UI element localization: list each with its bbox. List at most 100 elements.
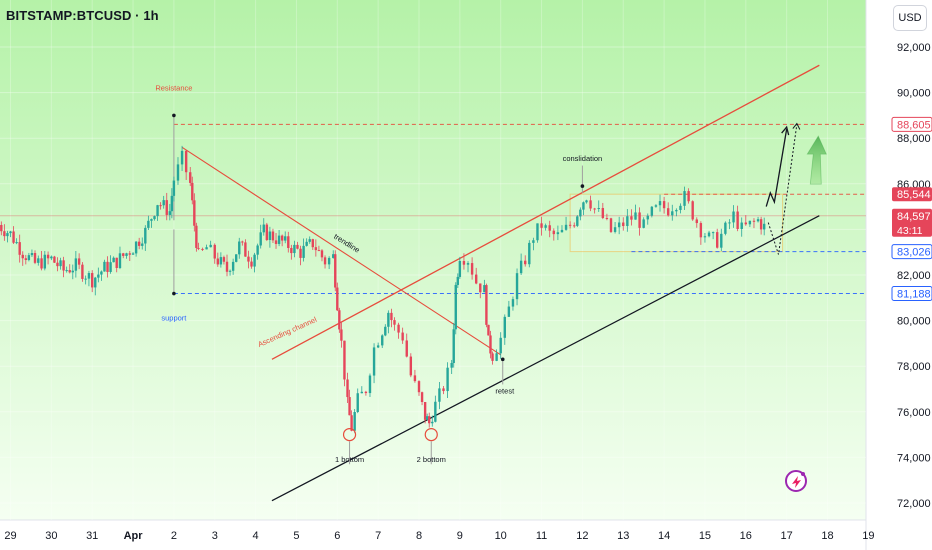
candle-body <box>348 397 351 416</box>
time-tick-label: 13 <box>617 530 629 542</box>
candle-body <box>118 253 122 268</box>
candle-body <box>360 391 364 394</box>
trendline <box>181 146 502 356</box>
candle-body <box>428 416 431 424</box>
candle-body <box>222 257 226 262</box>
candle-body <box>744 222 747 225</box>
candle-body <box>503 316 506 338</box>
price-label-value: 84,597 <box>897 211 931 223</box>
candle-body <box>176 164 180 181</box>
price-label-box <box>891 244 932 260</box>
candle-body <box>59 260 62 267</box>
candle-body <box>308 239 311 242</box>
candle-body <box>499 337 502 354</box>
candle-body <box>524 260 527 265</box>
candle-body <box>216 258 220 265</box>
candle-body <box>699 223 703 238</box>
candle-body <box>507 306 511 317</box>
price-tick-label: 74,000 <box>897 452 931 464</box>
candle-body <box>244 242 247 257</box>
ascending-channel-upper <box>271 64 820 360</box>
candle-body <box>299 248 302 258</box>
annotation-label: conslidation <box>563 154 603 163</box>
candle-body <box>732 211 735 223</box>
candle-body <box>658 201 662 206</box>
candle-body <box>434 401 437 422</box>
plot-background <box>0 0 866 520</box>
candle-body <box>253 254 256 267</box>
candle-body <box>109 262 112 272</box>
candle-body <box>100 271 103 275</box>
candle-body <box>585 200 588 203</box>
candle-body <box>24 258 28 261</box>
candle-body <box>642 219 645 228</box>
symbol-title[interactable]: BITSTAMP:BTCUSD · 1h <box>6 8 159 23</box>
candle-body <box>479 283 482 293</box>
candle-body <box>450 363 453 368</box>
price-label-value: 83,026 <box>897 247 931 259</box>
candle-body <box>487 324 490 336</box>
candle-body <box>356 393 359 412</box>
candle-body <box>679 205 682 210</box>
candle-body <box>56 262 59 267</box>
candle-body <box>153 216 156 220</box>
candle-body <box>576 216 579 226</box>
candle-body <box>405 340 408 357</box>
candle-body <box>420 392 424 402</box>
candle-body <box>474 274 478 284</box>
candle-body <box>284 236 287 241</box>
candle-body <box>165 200 168 215</box>
candle-body <box>675 209 678 212</box>
candle-body <box>141 243 144 246</box>
candle-body <box>438 388 441 402</box>
bottom-1-marker <box>342 428 357 442</box>
candle-body <box>225 261 229 272</box>
time-tick-label: 3 <box>212 530 218 542</box>
candle-body <box>250 261 253 267</box>
zones <box>569 193 784 253</box>
candle-body <box>15 242 18 244</box>
candle-body <box>122 253 125 256</box>
candle-body <box>30 252 34 256</box>
candle-body <box>43 254 47 269</box>
candle-body <box>564 224 568 230</box>
candle-body <box>446 367 449 392</box>
price-tick-label: 92,000 <box>897 42 931 54</box>
candle-body <box>302 245 305 258</box>
candle-body <box>274 240 278 244</box>
candle-body <box>431 421 434 424</box>
candle-body <box>195 225 198 248</box>
time-tick-label: 7 <box>375 530 381 542</box>
candles <box>0 145 766 434</box>
candle-body <box>579 209 582 217</box>
candle-body <box>748 220 752 225</box>
annotation-label: retest <box>495 387 515 396</box>
candle-body <box>454 284 457 330</box>
time-axis[interactable]: 29 30 31 Apr 2 3 4 5 6 7 8 9 10 11 12 13 14 15 16 17 18 19 <box>4 530 874 542</box>
currency-button[interactable]: USD <box>893 5 927 31</box>
candle-body <box>423 401 427 420</box>
candle-body <box>409 356 413 376</box>
candle-body <box>528 242 531 265</box>
candle-body <box>320 250 324 258</box>
candle-body <box>74 258 78 271</box>
resistance-pin-dot <box>172 113 176 118</box>
time-tick-label: 9 <box>457 530 463 542</box>
price-tick-label: 88,000 <box>897 133 931 145</box>
candle-body <box>495 353 498 361</box>
price-label-box <box>892 187 932 202</box>
candle-body <box>703 236 707 238</box>
candle-body <box>277 235 281 244</box>
candle-body <box>552 230 556 235</box>
candle-body <box>762 223 766 230</box>
bottom-2-marker <box>424 428 438 442</box>
candle-body <box>33 252 37 263</box>
candle-body <box>193 200 196 226</box>
candle-body <box>191 182 194 201</box>
candle-body <box>582 202 585 210</box>
candle-body <box>265 224 269 240</box>
candle-body <box>540 223 543 228</box>
price-tick-label: 80,000 <box>897 316 931 328</box>
time-tick-label: 6 <box>334 530 340 542</box>
